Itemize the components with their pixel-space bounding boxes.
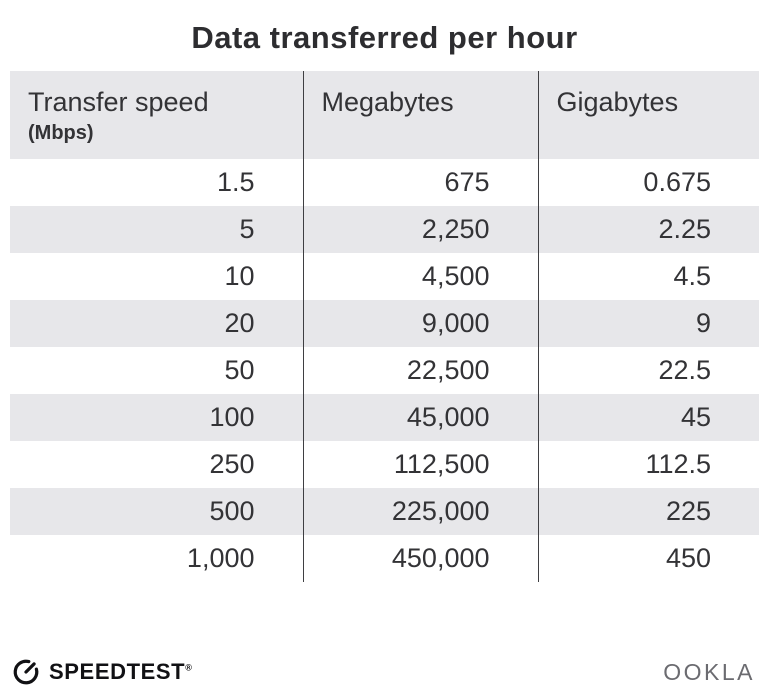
- speedtest-logo: SPEEDTEST®: [12, 658, 192, 686]
- cell-gigabytes: 225: [537, 488, 759, 535]
- table-row: 250 112,500 112.5: [10, 441, 759, 488]
- table-row: 500 225,000 225: [10, 488, 759, 535]
- table-row: 10 4,500 4.5: [10, 253, 759, 300]
- speedtest-gauge-icon: [12, 658, 40, 686]
- cell-megabytes: 225,000: [302, 488, 538, 535]
- cell-megabytes: 9,000: [302, 300, 538, 347]
- cell-speed: 50: [224, 355, 255, 385]
- page-title: Data transferred per hour: [191, 20, 578, 55]
- cell-speed: 100: [209, 402, 255, 432]
- speedtest-wordmark-text: SPEEDTEST: [49, 659, 186, 684]
- cell-gigabytes: 2.25: [537, 206, 759, 253]
- header-cell-megabytes: Megabytes: [302, 71, 538, 159]
- cell-gigabytes: 9: [537, 300, 759, 347]
- table-row: 100 45,000 45: [10, 394, 759, 441]
- cell-gigabytes: 22.5: [537, 347, 759, 394]
- table-row: 50 22,500 22.5: [10, 347, 759, 394]
- speedtest-wordmark: SPEEDTEST®: [49, 659, 192, 685]
- cell-megabytes: 112,500: [302, 441, 538, 488]
- cell-megabytes: 4,500: [302, 253, 538, 300]
- table-row: 1,000 450,000 450: [10, 535, 759, 582]
- cell-speed: 5: [239, 214, 255, 244]
- footer: SPEEDTEST® OOKLA: [12, 658, 755, 686]
- header-mbps-unit-label: (Mbps): [28, 122, 94, 144]
- header-cell-gigabytes: Gigabytes: [537, 71, 759, 159]
- header-transfer-speed-label: Transfer speed: [28, 87, 209, 117]
- table-row: 5 2,250 2.25: [10, 206, 759, 253]
- cell-megabytes: 22,500: [302, 347, 538, 394]
- cell-speed: 500: [209, 496, 255, 526]
- cell-gigabytes: 112.5: [537, 441, 759, 488]
- table-header-row: Transfer speed (Mbps) Megabytes Gigabyte…: [10, 71, 759, 159]
- table-row: 1.5 675 0.675: [10, 159, 759, 206]
- cell-gigabytes: 0.675: [537, 159, 759, 206]
- registered-trademark-mark: ®: [185, 662, 193, 673]
- data-table: Transfer speed (Mbps) Megabytes Gigabyte…: [10, 71, 759, 582]
- cell-gigabytes: 4.5: [537, 253, 759, 300]
- cell-speed: 1,000: [186, 543, 255, 573]
- cell-speed: 20: [224, 308, 255, 338]
- cell-megabytes: 675: [302, 159, 538, 206]
- cell-speed: 250: [209, 449, 255, 479]
- cell-gigabytes: 450: [537, 535, 759, 582]
- cell-megabytes: 45,000: [302, 394, 538, 441]
- table-row: 20 9,000 9: [10, 300, 759, 347]
- ookla-wordmark: OOKLA: [663, 658, 755, 685]
- cell-megabytes: 2,250: [302, 206, 538, 253]
- cell-gigabytes: 45: [537, 394, 759, 441]
- cell-megabytes: 450,000: [302, 535, 538, 582]
- header-cell-transfer-speed: Transfer speed (Mbps): [10, 71, 303, 159]
- cell-speed: 10: [224, 261, 255, 291]
- cell-speed: 1.5: [216, 167, 255, 197]
